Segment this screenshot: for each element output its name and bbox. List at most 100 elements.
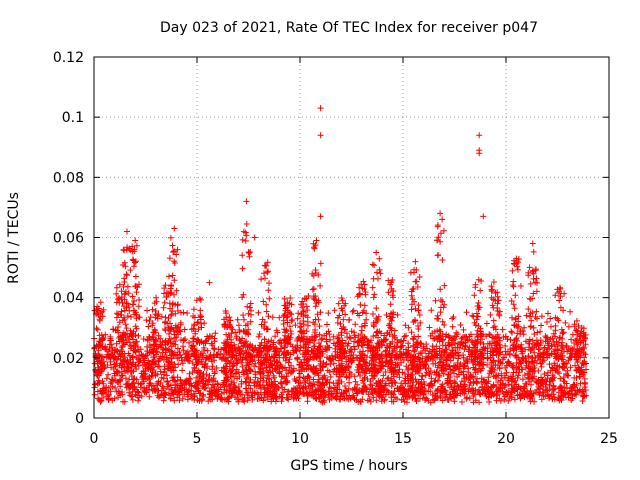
data-point: [146, 318, 153, 324]
data-point: [346, 352, 353, 359]
data-point: [232, 394, 239, 401]
data-point: [460, 368, 467, 375]
data-point: [374, 317, 381, 324]
data-point: [373, 319, 380, 326]
data-point: [245, 326, 252, 333]
data-point: [154, 312, 161, 319]
data-point: [431, 378, 438, 385]
data-point: [282, 354, 289, 361]
data-point: [582, 341, 589, 348]
data-point: [335, 357, 342, 364]
data-point: [154, 371, 161, 378]
data-point: [377, 270, 384, 277]
data-point: [415, 307, 422, 314]
data-point: [219, 396, 226, 403]
data-point: [303, 303, 310, 310]
data-point: [214, 388, 221, 395]
data-point: [266, 353, 273, 360]
data-point: [120, 246, 127, 253]
data-point: [408, 329, 415, 336]
data-point: [478, 350, 485, 357]
data-point: [216, 354, 223, 361]
data-point: [120, 340, 127, 347]
data-point: [556, 290, 562, 297]
data-point: [146, 373, 153, 380]
data-point: [303, 358, 310, 364]
data-point: [462, 362, 468, 369]
data-point: [245, 390, 252, 396]
data-point: [193, 384, 199, 391]
data-point: [450, 314, 457, 321]
data-point: [378, 398, 385, 405]
data-point: [151, 326, 158, 333]
data-point: [243, 338, 250, 345]
data-point: [214, 351, 221, 358]
data-point: [423, 387, 429, 394]
data-point: [176, 385, 183, 392]
data-point: [109, 397, 116, 404]
data-point: [174, 345, 181, 352]
data-point: [299, 304, 306, 311]
data-point: [141, 355, 148, 362]
data-point: [249, 389, 256, 396]
data-point: [467, 379, 474, 386]
data-point: [180, 347, 187, 354]
data-point: [135, 332, 142, 339]
data-point: [190, 306, 197, 313]
data-point: [505, 388, 512, 395]
data-point: [302, 385, 309, 392]
data-point: [255, 333, 262, 340]
data-point: [317, 105, 324, 112]
data-point: [410, 336, 417, 343]
data-point: [392, 380, 399, 386]
data-point: [255, 379, 261, 386]
data-point: [137, 381, 144, 388]
data-point: [534, 315, 540, 322]
data-point: [374, 347, 381, 354]
data-point: [239, 363, 246, 370]
data-point: [316, 355, 323, 362]
x-tick-label: 5: [193, 431, 202, 447]
data-point: [515, 266, 521, 273]
data-point: [191, 393, 198, 400]
data-point: [208, 390, 215, 397]
data-point: [95, 380, 102, 387]
data-point: [458, 335, 465, 342]
data-point: [280, 389, 286, 396]
data-point: [553, 346, 560, 353]
data-point: [242, 322, 249, 329]
data-point: [502, 333, 509, 340]
data-point: [370, 394, 377, 401]
data-point: [432, 377, 439, 384]
data-point: [575, 353, 582, 360]
y-tick-label: 0.08: [53, 170, 84, 186]
data-point: [556, 284, 563, 291]
data-point: [259, 316, 266, 323]
data-point: [131, 248, 138, 255]
data-point: [510, 278, 517, 285]
x-tick-label: 0: [90, 431, 99, 447]
data-point: [369, 385, 376, 392]
data-point: [414, 339, 421, 346]
data-point: [448, 395, 455, 402]
data-point: [557, 352, 564, 359]
data-point: [489, 348, 496, 355]
data-point: [552, 292, 559, 299]
data-point: [509, 345, 516, 351]
data-point: [470, 313, 477, 320]
data-point: [411, 362, 418, 369]
data-point: [205, 398, 212, 405]
data-point: [201, 364, 208, 371]
data-point: [408, 292, 415, 299]
data-point: [177, 328, 184, 335]
data-point: [125, 304, 132, 311]
data-point: [521, 394, 528, 401]
data-point: [370, 322, 377, 328]
data-point: [276, 369, 283, 376]
data-point: [107, 380, 114, 387]
data-point: [215, 346, 222, 353]
data-point: [315, 340, 322, 347]
data-point: [477, 365, 484, 372]
data-point: [201, 320, 208, 327]
data-point: [515, 323, 522, 330]
